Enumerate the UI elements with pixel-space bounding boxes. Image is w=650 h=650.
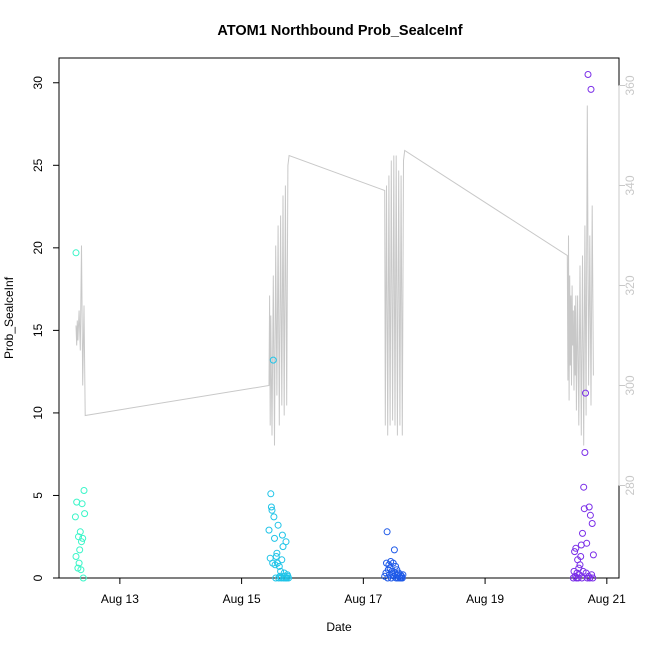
data-point — [574, 574, 582, 582]
y-tick-label: 25 — [31, 158, 45, 172]
data-point — [385, 561, 393, 569]
data-point — [278, 556, 286, 564]
data-point — [72, 249, 80, 257]
secondary-line — [75, 105, 594, 446]
data-point — [267, 490, 275, 498]
data-point — [571, 548, 579, 556]
y-tick-label: 5 — [31, 492, 45, 499]
y2-tick-label: 340 — [623, 175, 637, 195]
data-point — [569, 574, 577, 582]
data-point — [79, 534, 87, 542]
data-point — [78, 538, 85, 546]
x-tick-label: Aug 15 — [223, 592, 261, 606]
x-tick-label: Aug 13 — [101, 592, 139, 606]
data-point — [76, 528, 84, 536]
data-point — [71, 513, 79, 521]
data-point — [589, 574, 597, 582]
data-point — [572, 544, 580, 552]
data-point — [392, 562, 400, 570]
data-point — [579, 529, 586, 537]
data-point — [80, 487, 88, 494]
plot-frame — [58, 57, 620, 579]
y-tick-label: 0 — [31, 574, 45, 581]
data-point — [282, 538, 290, 546]
data-point — [582, 389, 589, 397]
data-point — [79, 574, 87, 582]
data-point — [580, 483, 588, 491]
y2-tick-label: 280 — [623, 475, 637, 495]
x-axis-label: Date — [326, 620, 352, 634]
data-point — [285, 574, 292, 582]
x-axis: Aug 13 Aug 15 Aug 17 Aug 19 Aug 21 — [101, 578, 626, 606]
data-point — [583, 539, 591, 547]
x-tick-label: Aug 19 — [466, 592, 504, 606]
chart-title: ATOM1 Northbound Prob_SealceInf — [217, 23, 462, 39]
y-tick-label: 15 — [31, 323, 45, 337]
data-point — [270, 513, 278, 521]
data-point — [575, 564, 583, 572]
data-point — [268, 506, 276, 514]
data-point — [272, 553, 280, 560]
data-point — [81, 510, 89, 518]
y-tick-label: 30 — [31, 76, 45, 90]
data-point — [72, 553, 80, 560]
data-point — [275, 574, 283, 582]
y2-tick-label: 360 — [623, 75, 637, 95]
data-point — [384, 574, 392, 582]
secondary-line-layer — [75, 105, 594, 446]
data-point — [584, 71, 592, 78]
data-point — [271, 534, 278, 542]
data-point — [588, 571, 596, 579]
y-axis: 0 5 10 15 20 25 30 — [31, 76, 59, 581]
x-tick-label: Aug 17 — [344, 592, 382, 606]
points-layer — [71, 71, 597, 582]
data-point — [390, 546, 398, 554]
data-point — [398, 574, 406, 582]
data-point — [279, 543, 287, 551]
data-point — [265, 526, 273, 534]
data-point — [383, 528, 391, 536]
data-point — [384, 566, 392, 574]
data-point — [587, 85, 595, 93]
data-point — [78, 500, 86, 508]
data-point — [275, 562, 283, 570]
data-point — [586, 511, 594, 519]
data-point — [577, 553, 585, 560]
data-point — [75, 559, 83, 567]
data-point — [585, 503, 593, 511]
data-point — [589, 551, 597, 559]
data-point — [586, 574, 594, 582]
data-point — [77, 566, 85, 574]
data-point — [578, 574, 586, 582]
data-point — [267, 503, 275, 511]
data-point — [277, 567, 285, 575]
y2-axis: 280 300 320 340 360 — [618, 75, 637, 496]
data-point — [76, 546, 84, 554]
data-point — [75, 533, 82, 541]
data-point — [278, 531, 286, 539]
data-point — [397, 571, 404, 579]
y-tick-label: 10 — [31, 406, 45, 420]
data-point — [399, 571, 407, 579]
data-point — [588, 520, 596, 527]
data-point — [580, 505, 588, 513]
y-axis-label: Prob_SealceInf — [2, 276, 16, 359]
x-tick-label: Aug 21 — [588, 592, 626, 606]
y-tick-label: 20 — [31, 241, 45, 255]
y2-tick-label: 320 — [623, 275, 637, 295]
data-point — [273, 549, 281, 557]
data-point — [274, 521, 282, 529]
data-point — [274, 559, 281, 567]
y2-tick-label: 300 — [623, 375, 637, 395]
data-point — [581, 449, 589, 456]
data-point — [269, 356, 277, 364]
data-point — [576, 561, 584, 569]
